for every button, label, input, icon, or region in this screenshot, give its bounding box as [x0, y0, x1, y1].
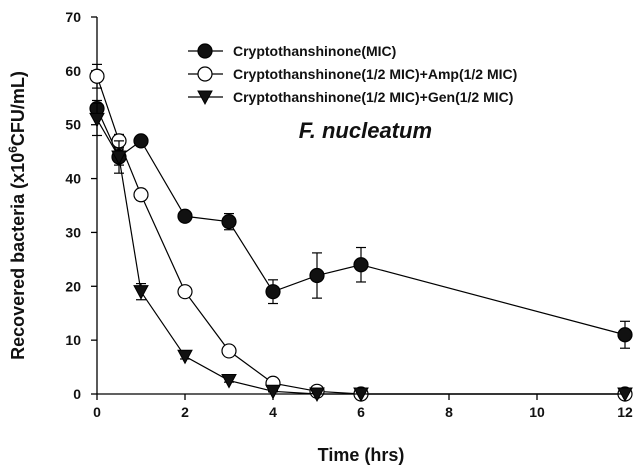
- x-tick-label: 0: [93, 404, 101, 420]
- axes: 0 2 4 6 8 10 12 0 10 20 30 40 50 60 70: [65, 9, 633, 420]
- data-point: [617, 327, 633, 343]
- x-tick-label: 4: [269, 404, 277, 420]
- data-point: [177, 208, 193, 224]
- series-3: [89, 102, 633, 403]
- data-point: [617, 387, 633, 403]
- legend-swatch-marker: [197, 90, 213, 106]
- y-axis-title-superscript: 6: [6, 146, 20, 153]
- data-point: [89, 112, 105, 128]
- y-tick-label: 60: [65, 63, 81, 79]
- legend-swatch-marker: [197, 66, 213, 82]
- y-tick-label: 40: [65, 171, 81, 187]
- series-2: [89, 63, 633, 402]
- data-point: [221, 343, 237, 359]
- data-point: [89, 68, 105, 84]
- x-axis-ticks: 0 2 4 6 8 10 12: [93, 394, 633, 420]
- legend-swatch-marker: [197, 43, 213, 59]
- y-tick-label: 70: [65, 9, 81, 25]
- data-point: [111, 150, 127, 166]
- legend-label: Cryptothanshinone(1/2 MIC)+Gen(1/2 MIC): [233, 89, 513, 105]
- x-axis-title: Time (hrs): [318, 445, 405, 465]
- x-tick-label: 10: [529, 404, 545, 420]
- legend: Cryptothanshinone(MIC) Cryptothanshinone(…: [188, 43, 517, 106]
- y-tick-label: 10: [65, 332, 81, 348]
- x-tick-label: 12: [617, 404, 633, 420]
- y-tick-label: 0: [73, 386, 81, 402]
- legend-label: Cryptothanshinone(1/2 MIC)+Amp(1/2 MIC): [233, 66, 517, 82]
- data-point: [265, 384, 281, 400]
- data-point: [309, 267, 325, 284]
- data-point: [353, 257, 369, 273]
- chart-annotation: F. nucleatum: [299, 118, 432, 143]
- legend-item-3: Cryptothanshinone(1/2 MIC)+Gen(1/2 MIC): [188, 89, 513, 106]
- x-tick-label: 2: [181, 404, 189, 420]
- data-point: [353, 387, 369, 403]
- data-point: [265, 284, 281, 300]
- legend-item-1: Cryptothanshinone(MIC): [188, 43, 396, 59]
- data-point: [133, 187, 149, 203]
- y-axis-title-part-2: CFU/mL): [8, 71, 28, 146]
- data-point: [221, 374, 237, 389]
- series-layer: [89, 63, 633, 403]
- y-tick-label: 20: [65, 278, 81, 294]
- y-axis-title-part-1: Recovered bacteria (x10: [8, 153, 28, 360]
- data-point: [177, 349, 193, 365]
- y-tick-label: 30: [65, 224, 81, 240]
- y-tick-label: 50: [65, 117, 81, 133]
- y-axis-title: Recovered bacteria (x106CFU/mL): [6, 71, 28, 360]
- data-point: [221, 214, 237, 230]
- data-point: [177, 284, 193, 300]
- data-point: [133, 285, 149, 300]
- data-point: [309, 387, 325, 403]
- legend-item-2: Cryptothanshinone(1/2 MIC)+Amp(1/2 MIC): [188, 66, 517, 82]
- y-axis-ticks: 0 10 20 30 40 50 60 70: [65, 9, 97, 402]
- x-tick-label: 8: [445, 404, 453, 420]
- x-tick-label: 6: [357, 404, 365, 420]
- data-point: [133, 133, 149, 149]
- legend-label: Cryptothanshinone(MIC): [233, 43, 396, 59]
